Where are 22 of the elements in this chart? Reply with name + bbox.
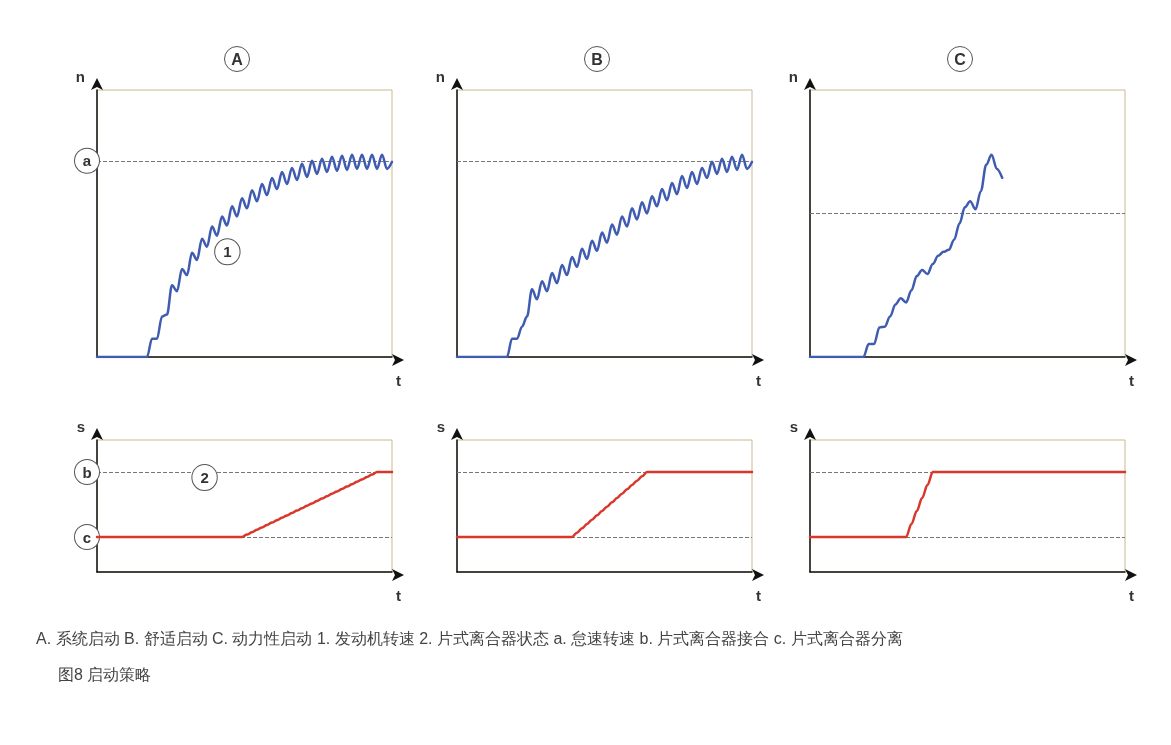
- ref-line-label: b: [82, 463, 92, 481]
- x-axis-title: t: [396, 587, 401, 604]
- annotation: 1: [223, 243, 232, 261]
- ref-line-label: c: [82, 528, 92, 546]
- x-axis-title: t: [1129, 587, 1134, 604]
- chart-title: A: [231, 50, 244, 68]
- y-axis-title: n: [435, 68, 445, 85]
- text: A. 系统启动 B. 舒适启动 C. 动力性启动 1. 发动机转速 2. 片式离合器状态 a. 怠速转速 b. 片式离合器接合 c. 片式离合器分离: [36, 629, 904, 649]
- y-axis-title: s: [76, 418, 85, 435]
- y-axis-title: s: [436, 418, 445, 435]
- y-axis-title: s: [789, 418, 798, 435]
- x-axis-title: t: [1129, 372, 1134, 389]
- caption: 图8 启动策略: [58, 665, 153, 685]
- x-axis-title: t: [756, 372, 761, 389]
- chart-title: C: [954, 50, 967, 68]
- ref-line-label: a: [82, 152, 92, 170]
- chart-title: B: [591, 50, 603, 68]
- y-axis-title: n: [75, 68, 85, 85]
- annotation: 2: [200, 469, 209, 487]
- x-axis-title: t: [396, 372, 401, 389]
- x-axis-title: t: [756, 587, 761, 604]
- y-axis-title: n: [788, 68, 798, 85]
